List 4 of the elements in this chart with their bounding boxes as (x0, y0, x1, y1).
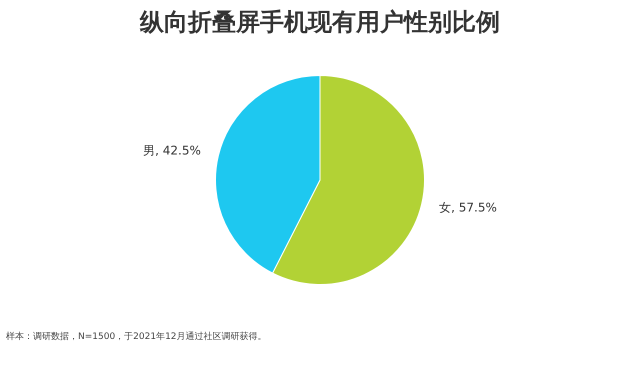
text: 样本：调研数据，N=1500，于2021年12月通过社区调研获得。 (6, 330, 267, 343)
slice-label: 女, 57.5% (439, 200, 497, 215)
slice-label: 男, 42.5% (143, 144, 201, 158)
chart-title: 纵向折叠屏手机现有用户性别比例 (138, 7, 501, 38)
